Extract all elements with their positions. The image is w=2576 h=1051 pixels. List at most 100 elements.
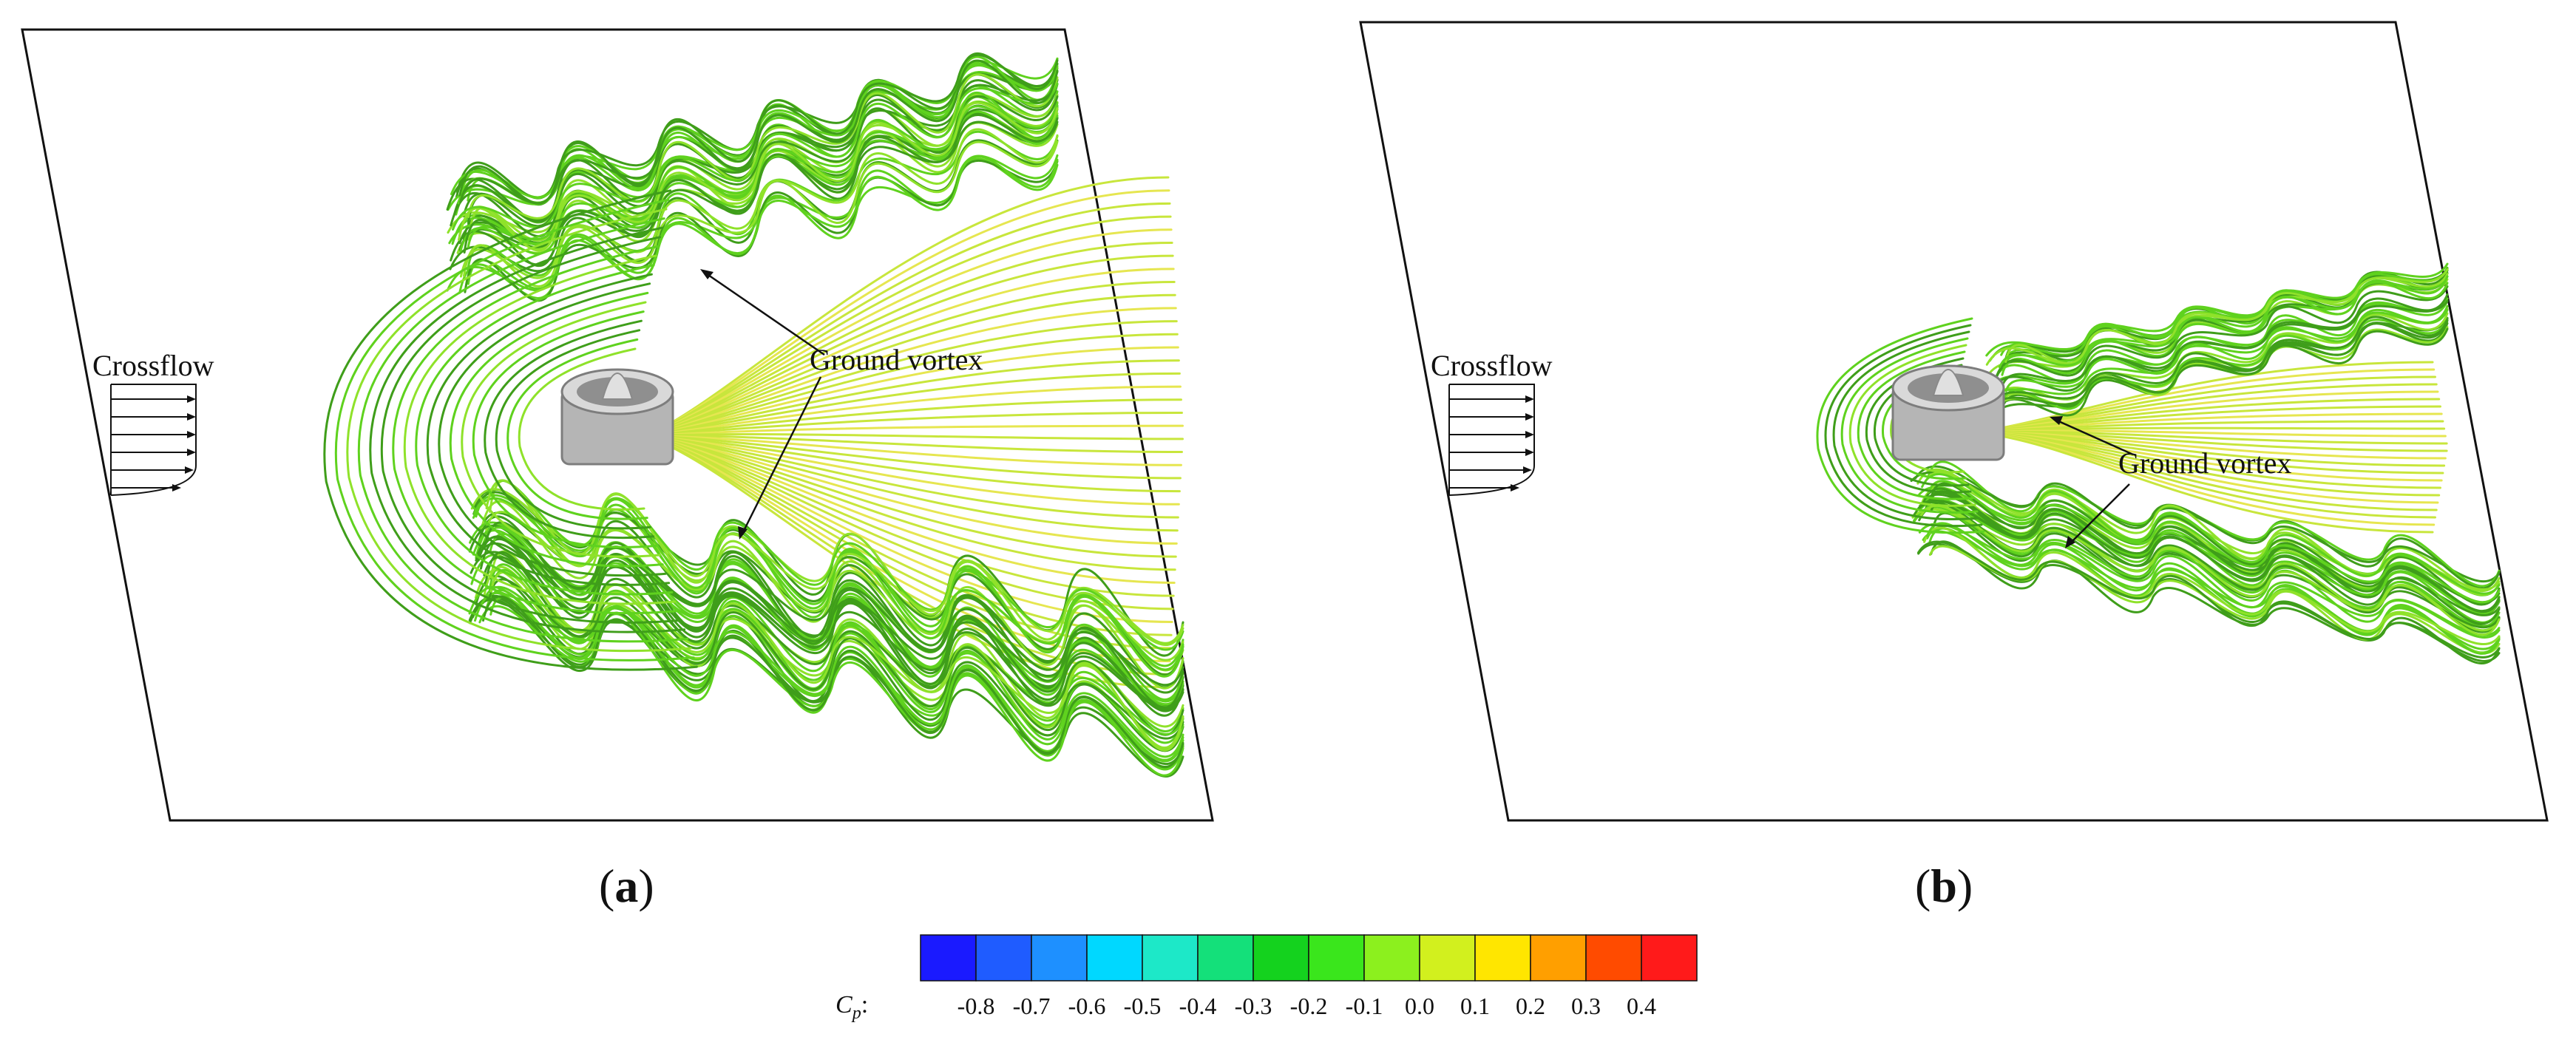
streamline [645, 435, 1176, 571]
streamline [495, 329, 651, 530]
streamline [467, 73, 1059, 220]
colorbar-cell [1142, 934, 1199, 982]
colorbar-tick-label: -0.5 [1124, 993, 1162, 1019]
streamline [380, 236, 682, 624]
panel-b-crossflow-arrows [1449, 395, 1534, 492]
streamline [1840, 337, 1979, 514]
colorbar-tick-label: -0.7 [1013, 993, 1051, 1019]
panel-a-vortex-pointers [705, 272, 825, 533]
streamline [645, 359, 1180, 438]
colorbar-tick-label: -0.4 [1179, 993, 1217, 1019]
colorbar-variable-label: Cp: [835, 991, 868, 1023]
streamline [482, 595, 1184, 768]
streamline [645, 435, 1177, 558]
colorbar-cell [1086, 934, 1143, 982]
colorbar-cell [1031, 934, 1088, 982]
streamline [472, 310, 658, 548]
crossflow-arrowhead [1511, 484, 1519, 492]
streamline [645, 435, 1178, 545]
colorbar-tick-label: -0.8 [957, 993, 995, 1019]
streamline [645, 411, 1183, 438]
panel-b-streamlines [1816, 262, 2501, 664]
streamline [645, 435, 1179, 532]
streamline [2004, 309, 2449, 392]
colorbar-cell [1419, 934, 1476, 982]
panel-a-vortex-label: Ground vortex [810, 343, 983, 376]
streamline [415, 264, 674, 596]
streamline [357, 217, 689, 643]
streamline [1988, 262, 2449, 362]
streamline [645, 424, 1184, 438]
streamline [645, 176, 1170, 438]
colorbar-tick-label: -0.6 [1068, 993, 1106, 1019]
streamline [645, 189, 1170, 438]
streamline [1824, 324, 1983, 528]
streamline [2002, 271, 2449, 365]
panel-b-nacelle [1891, 364, 2005, 461]
crossflow-arrowhead [187, 413, 196, 421]
panel-a-pointer-lower [742, 376, 822, 533]
colorbar-cell [1530, 934, 1587, 982]
panel-b-pointer-upper [2055, 418, 2134, 456]
streamline [645, 215, 1172, 438]
streamline [506, 338, 648, 520]
colorbar-tick-label: 0.4 [1627, 993, 1656, 1019]
streamline [645, 333, 1179, 438]
panel-b-crossflow-label: Crossflow [1431, 349, 1553, 382]
streamline [485, 511, 1184, 690]
panel-b-vortex-label: Ground vortex [2118, 446, 2291, 480]
panel-b-crossflow-profile [1448, 384, 1535, 496]
streamline [483, 556, 1184, 711]
streamline [645, 435, 1173, 624]
streamline [461, 301, 661, 558]
streamline [645, 293, 1176, 438]
crossflow-arrowhead [185, 466, 194, 474]
streamline [369, 226, 686, 633]
colorbar-tick-label: 0.2 [1516, 993, 1545, 1019]
streamline [645, 307, 1177, 438]
panel-a-crossflow-arrows [111, 395, 196, 492]
streamline [426, 273, 671, 586]
streamline [1930, 482, 2501, 606]
streamline [645, 435, 1182, 480]
streamline [472, 497, 1184, 678]
streamline [484, 319, 655, 540]
colorbar-tick-label: 0.0 [1405, 993, 1434, 1019]
streamline [1976, 431, 2434, 534]
streamline [458, 53, 1059, 205]
crossflow-arrowhead [187, 449, 196, 456]
streamline [1927, 480, 2501, 604]
colorbar-cell [975, 934, 1032, 982]
panel-a-crossflow-label: Crossflow [92, 349, 214, 382]
crossflow-arrowhead [187, 395, 196, 403]
colorbar-tick-label: -0.3 [1235, 993, 1272, 1019]
streamline [645, 228, 1173, 438]
crossflow-arrowhead [1525, 413, 1534, 421]
streamline [463, 114, 1059, 267]
crossflow-arrowhead [1525, 395, 1534, 403]
streamline [645, 385, 1182, 438]
streamline [1922, 503, 2501, 624]
streamline [1921, 473, 2501, 595]
streamline [1925, 522, 2501, 636]
streamline [1990, 316, 2449, 404]
streamline [1922, 530, 2501, 655]
streamline [2002, 293, 2449, 387]
streamline [645, 254, 1174, 438]
colorbar-cell [1197, 934, 1254, 982]
streamline [645, 346, 1179, 438]
panel-b-vortex-pointers [2055, 418, 2134, 544]
panel-a: Crossflow Ground vortex (a) [21, 28, 1214, 912]
crossflow-arrowhead [1525, 431, 1534, 438]
streamline [485, 479, 1184, 647]
streamline [1917, 540, 2501, 659]
streamline [323, 189, 698, 671]
streamline [1999, 280, 2449, 369]
panel-a-spinner [601, 373, 634, 400]
streamline [438, 282, 667, 577]
streamline [645, 268, 1175, 438]
streamline [1832, 330, 1981, 521]
panel-a-arrowhead-upper [700, 269, 714, 279]
streamline [645, 435, 1180, 506]
streamline [645, 202, 1171, 438]
